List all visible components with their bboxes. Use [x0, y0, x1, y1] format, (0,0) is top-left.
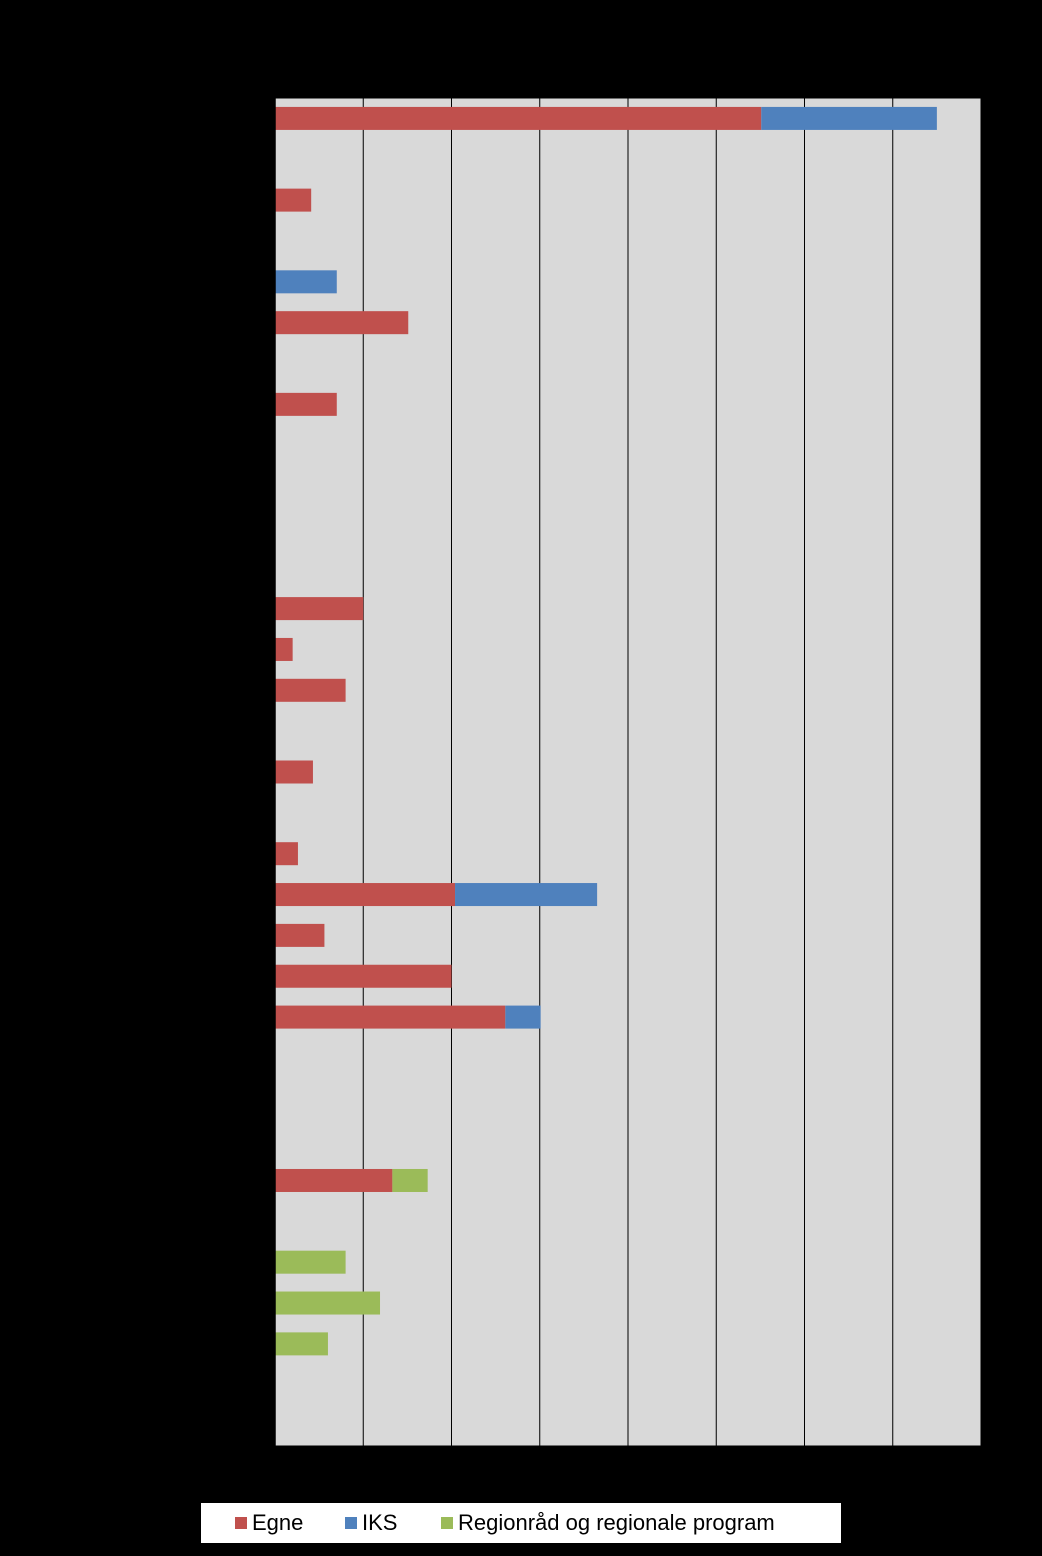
- bar: [505, 1005, 541, 1029]
- bar: [275, 1250, 346, 1274]
- x-tick-label: 7: [887, 1452, 899, 1477]
- x-tick-label: 8: [975, 1452, 987, 1477]
- x-tick-label: 3: [534, 1452, 546, 1477]
- bar: [275, 637, 293, 661]
- bar: [275, 678, 346, 702]
- x-tick-label: 5: [710, 1452, 722, 1477]
- legend-marker: [345, 1517, 357, 1529]
- legend-label: IKS: [362, 1510, 397, 1535]
- legend-label: Regionråd og regionale program: [458, 1510, 775, 1535]
- x-tick-label: 0: [269, 1452, 281, 1477]
- x-tick-label: 2: [445, 1452, 457, 1477]
- bar: [275, 964, 452, 988]
- x-tick-label: 1: [357, 1452, 369, 1477]
- bar: [275, 1168, 393, 1192]
- bar: [275, 883, 456, 907]
- legend-box: [201, 1503, 841, 1543]
- bar: [275, 760, 313, 784]
- bar: [275, 1005, 506, 1029]
- bar: [275, 842, 298, 866]
- bar: [275, 1291, 381, 1315]
- bar: [761, 106, 937, 130]
- bar: [455, 883, 598, 907]
- bar: [275, 311, 409, 335]
- legend-marker: [235, 1517, 247, 1529]
- bar: [275, 106, 762, 130]
- legend-label: Egne: [252, 1510, 303, 1535]
- legend-marker: [441, 1517, 453, 1529]
- bar: [275, 597, 364, 621]
- bar: [275, 923, 325, 947]
- bar: [275, 188, 312, 212]
- bar: [275, 1332, 328, 1356]
- bar: [275, 392, 337, 416]
- bar: [275, 270, 337, 294]
- bar: [392, 1168, 428, 1192]
- x-tick-label: 4: [622, 1452, 634, 1477]
- x-tick-label: 6: [798, 1452, 810, 1477]
